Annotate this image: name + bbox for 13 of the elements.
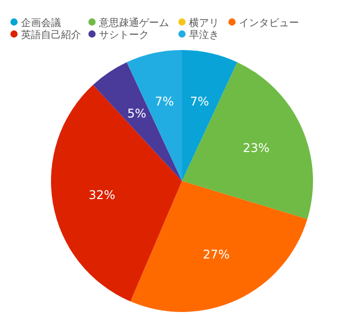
data-label: 32% <box>88 188 116 202</box>
legend-label: サシトーク <box>99 30 149 41</box>
legend-label: 英語自己紹介 <box>21 29 81 41</box>
legend-label: 早泣き <box>189 29 219 41</box>
legend-label: 横アリ <box>189 17 219 29</box>
legend-label: 意思疎通ゲーム <box>98 17 169 29</box>
legend-label: 企画会議 <box>21 17 61 29</box>
data-label: 23% <box>242 140 270 155</box>
data-label: 7% <box>190 94 210 109</box>
data-label: 5% <box>127 106 146 121</box>
legend-label: インタビュー <box>239 18 299 29</box>
data-label: 27% <box>202 248 230 262</box>
data-label: 7% <box>154 94 174 109</box>
